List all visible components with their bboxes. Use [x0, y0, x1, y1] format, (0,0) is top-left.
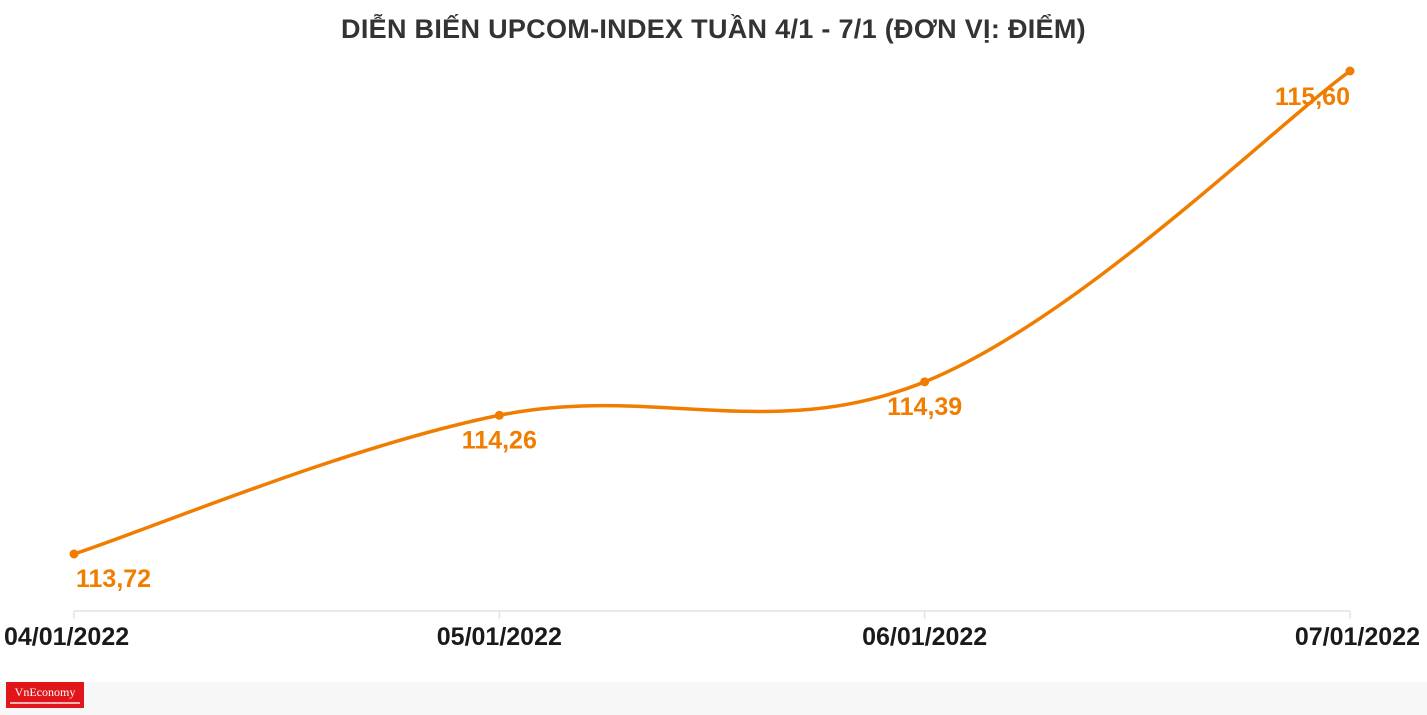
x-tick-label: 04/01/2022: [4, 623, 129, 651]
data-point: [1345, 66, 1355, 76]
data-label-group: 113,72 114,26 114,39 115,60: [76, 83, 1350, 593]
data-point: [920, 377, 930, 387]
x-tick-label: 07/01/2022: [1295, 623, 1420, 651]
chart-title: DIỄN BIẾN UPCOM-INDEX TUẦN 4/1 - 7/1 (ĐƠ…: [341, 14, 1086, 44]
x-tick-label-group: 04/01/2022 05/01/2022 06/01/2022 07/01/2022: [4, 623, 1420, 651]
x-tick-label: 05/01/2022: [437, 623, 562, 651]
data-label: 114,39: [887, 393, 962, 421]
data-point-group: [69, 66, 1355, 559]
x-axis: [73, 610, 1351, 619]
data-point: [494, 410, 504, 420]
footer-bar: [0, 682, 1427, 715]
brand-logo: VnEconomy: [6, 682, 84, 708]
data-label: 115,60: [1275, 83, 1350, 111]
data-label: 114,26: [462, 426, 537, 454]
data-label: 113,72: [76, 565, 151, 593]
x-tick-label: 06/01/2022: [862, 623, 987, 651]
data-point: [69, 549, 79, 559]
series-line: [72, 69, 1352, 556]
series-line-group: [72, 69, 1352, 556]
